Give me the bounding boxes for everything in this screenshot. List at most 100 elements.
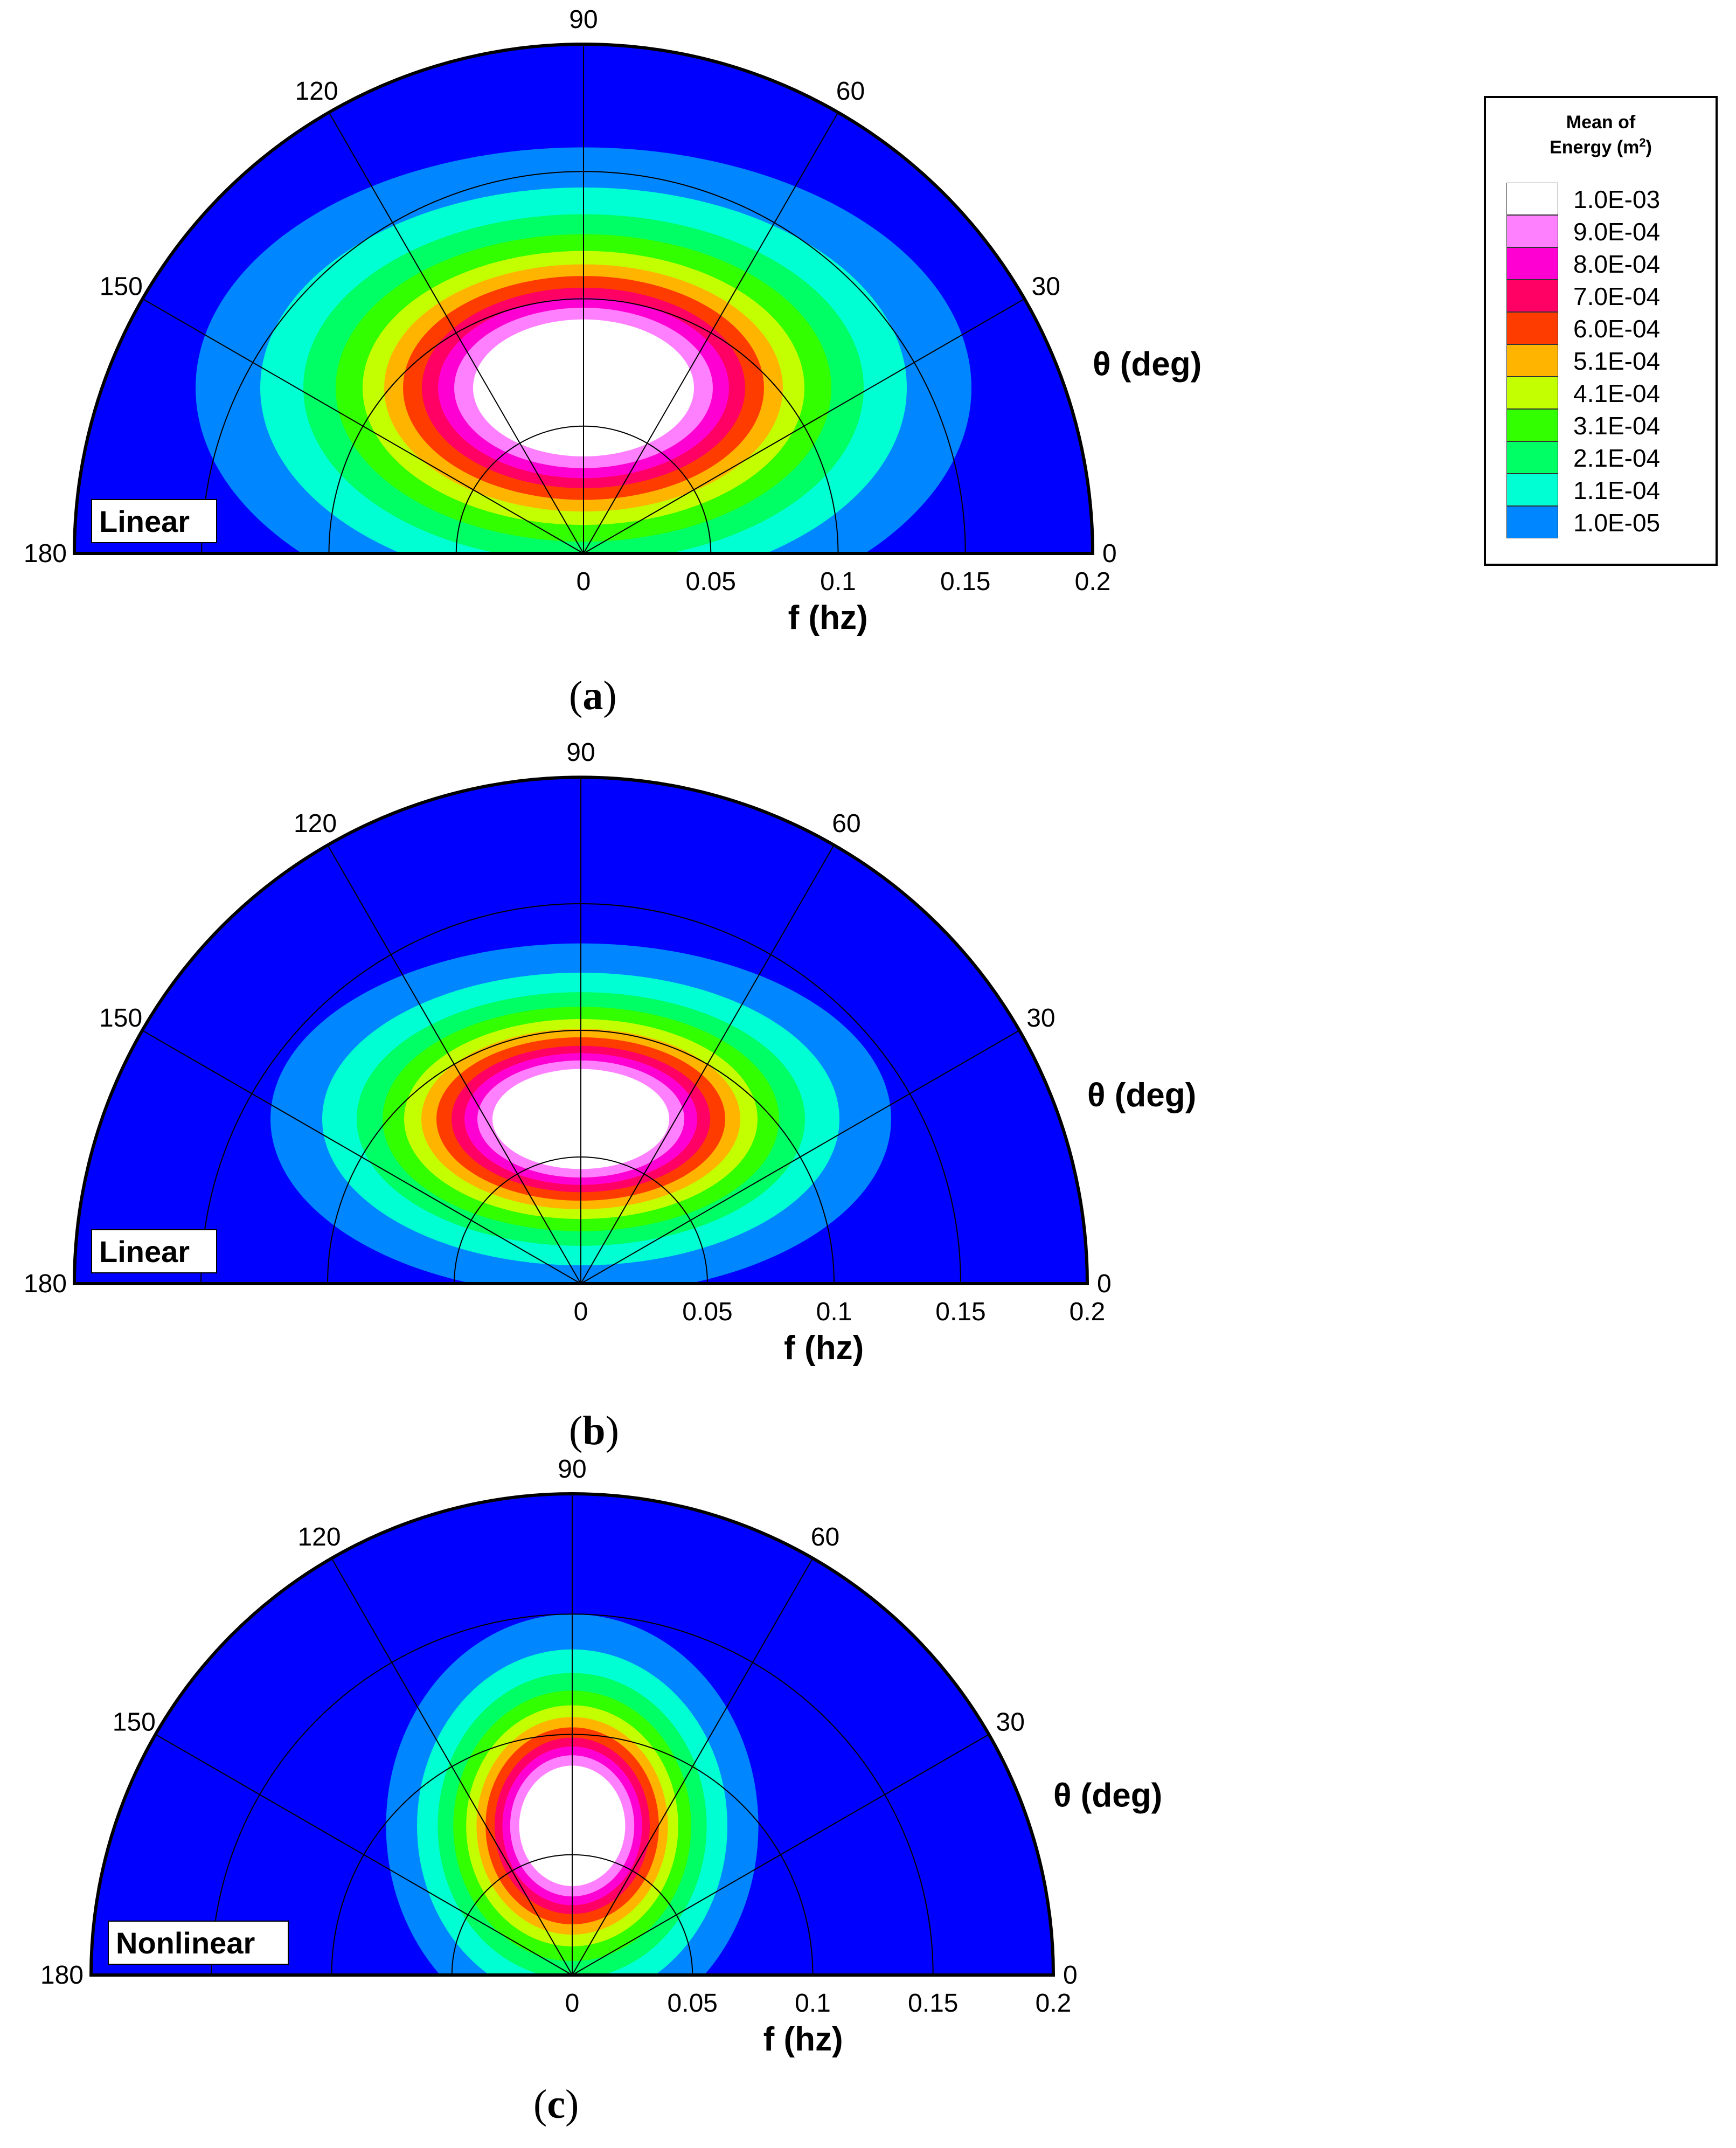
radial-tick-label: 0.05 (682, 1298, 732, 1326)
angle-tick-label: 30 (1026, 1004, 1055, 1033)
angle-tick-label: 90 (569, 5, 598, 34)
radial-tick-label: 0 (574, 1298, 588, 1326)
legend-label: 9.0E-04 (1573, 218, 1661, 246)
angle-tick-label: 0 (1097, 1270, 1112, 1298)
legend-row: 1.1E-04 (1506, 474, 1711, 506)
legend-swatch (1506, 312, 1558, 344)
legend-label: 4.1E-04 (1573, 379, 1661, 407)
polar-chart-a: 180 150 120 90 60 30 0 0 0.05 0.1 0.15 0.2 f (hz) θ (… (24, 5, 1202, 636)
grid-spoke (583, 298, 1025, 554)
grid-spoke (142, 1030, 581, 1284)
model-label: Linear (99, 1235, 190, 1269)
angle-axis-title: θ (deg) (1053, 1777, 1162, 1814)
legend-row: 2.1E-04 (1506, 441, 1711, 474)
grid-spoke (327, 844, 581, 1284)
angle-tick-label: 0 (1102, 539, 1117, 568)
plot-boundary (72, 43, 1095, 555)
legend-label: 5.1E-04 (1573, 347, 1661, 375)
legend-swatch (1506, 215, 1558, 247)
colorbar-legend: Mean of Energy (m2) 1.0E-03 9.0E-04 8.0E-0… (1484, 96, 1718, 566)
grid-spoke (583, 112, 839, 554)
legend-swatch (1506, 280, 1558, 312)
grid-spoke (331, 1558, 573, 1976)
grid-spoke (328, 112, 584, 554)
model-label: Linear (99, 504, 190, 538)
legend-swatch (1506, 474, 1558, 506)
legend-row: 7.0E-04 (1506, 280, 1711, 312)
legend-swatch (1506, 344, 1558, 377)
grid-spoke (572, 1558, 814, 1976)
model-label-box (108, 1921, 289, 1965)
panel-label-c: (c) (533, 2082, 579, 2127)
legend-row: 1.0E-05 (1506, 506, 1711, 538)
legend-title-line1: Mean of (1566, 112, 1636, 133)
legend-swatch (1506, 183, 1558, 215)
legend-row: 3.1E-04 (1506, 409, 1711, 441)
legend-swatch (1506, 506, 1558, 538)
angle-tick-label: 30 (996, 1708, 1025, 1737)
legend-row: 6.0E-04 (1506, 312, 1711, 344)
legend-label: 1.0E-03 (1573, 185, 1661, 213)
radial-tick-label: 0.15 (935, 1298, 985, 1326)
polar-chart-b: 180 150 120 90 60 30 0 0 0.05 0.1 0.15 0.2 f (hz) θ (… (24, 738, 1196, 1367)
plot-boundary (72, 775, 1089, 1285)
radial-axis-title: f (hz) (788, 599, 868, 636)
legend-swatch (1506, 409, 1558, 441)
panel-label-b: (b) (569, 1408, 619, 1453)
angle-axis-title: θ (deg) (1093, 345, 1202, 383)
radial-tick-label: 0.2 (1036, 1989, 1072, 2018)
grid-spoke (572, 1734, 989, 1976)
legend-row: 5.1E-04 (1506, 344, 1711, 377)
radial-tick-label: 0.1 (795, 1989, 831, 2018)
angle-tick-label: 120 (295, 77, 338, 106)
legend-label: 2.1E-04 (1573, 444, 1661, 472)
angle-tick-label: 30 (1032, 273, 1060, 301)
radial-tick-label: 0.05 (668, 1989, 718, 2018)
model-label-box (91, 499, 217, 543)
model-label: Nonlinear (116, 1926, 255, 1960)
radial-tick-label: 0.15 (940, 567, 990, 596)
model-label-box (91, 1229, 217, 1273)
legend-label: 1.0E-05 (1573, 509, 1661, 537)
angle-tick-label: 60 (811, 1523, 839, 1551)
legend-label: 8.0E-04 (1573, 250, 1661, 278)
angle-tick-label: 120 (294, 809, 337, 838)
legend-title-line2: Energy (m2) (1550, 136, 1652, 158)
radial-tick-label: 0 (565, 1989, 580, 2018)
radial-tick-label: 0.1 (820, 567, 856, 596)
panel-label-a: (a) (569, 673, 617, 718)
angle-tick-label: 180 (24, 1270, 67, 1298)
angle-tick-label: 150 (113, 1708, 156, 1737)
plot-boundary (89, 1492, 1056, 1977)
radial-tick-label: 0.2 (1075, 567, 1111, 596)
legend-title: Mean of Energy (m2) (1486, 112, 1716, 157)
legend-row: 4.1E-04 (1506, 377, 1711, 409)
grid-spoke (142, 298, 584, 554)
legend-row: 9.0E-04 (1506, 215, 1711, 247)
angle-tick-label: 0 (1063, 1961, 1078, 1990)
angle-axis-title: θ (deg) (1087, 1077, 1196, 1114)
angle-tick-label: 90 (558, 1455, 586, 1484)
angle-tick-label: 60 (832, 809, 860, 838)
legend-swatch (1506, 441, 1558, 474)
radial-tick-label: 0.15 (908, 1989, 958, 2018)
radial-tick-label: 0.2 (1070, 1298, 1106, 1326)
legend-label: 1.1E-04 (1573, 476, 1661, 504)
angle-tick-label: 60 (836, 77, 865, 106)
radial-tick-label: 0.05 (686, 567, 736, 596)
radial-tick-label: 0.1 (816, 1298, 852, 1326)
angle-tick-label: 180 (40, 1961, 84, 1990)
polar-chart-c: 180 150 120 90 60 30 0 0 0.05 0.1 0.15 0.2 f (hz) θ (… (40, 1455, 1162, 2058)
grid-spoke (580, 844, 835, 1284)
legend-row: 1.0E-03 (1506, 183, 1711, 215)
angle-tick-label: 150 (100, 273, 143, 301)
legend-label: 6.0E-04 (1573, 315, 1661, 343)
angle-tick-label: 180 (24, 539, 67, 568)
legend-label: 7.0E-04 (1573, 282, 1661, 310)
radial-axis-title: f (hz) (763, 2021, 843, 2058)
radial-tick-label: 0 (577, 567, 591, 596)
angle-tick-label: 150 (99, 1004, 142, 1033)
legend-swatch (1506, 247, 1558, 280)
grid-spoke (155, 1734, 573, 1976)
